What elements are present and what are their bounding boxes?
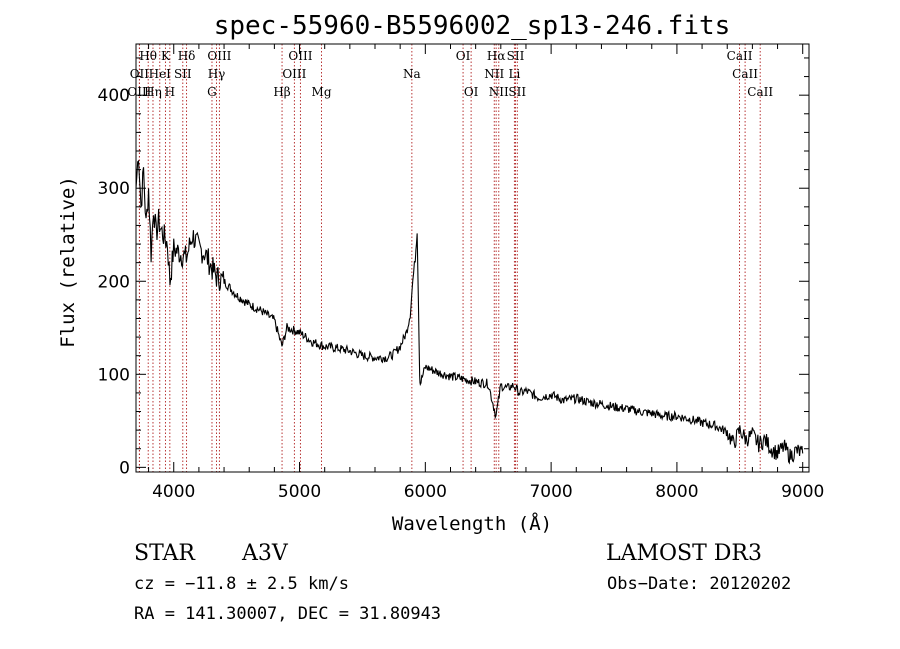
- x-tick-label: 8000: [655, 482, 698, 502]
- object-class: STAR: [134, 541, 196, 566]
- spectral-line-label: CaII: [732, 67, 758, 81]
- y-tick-label: 200: [98, 272, 130, 292]
- spectral-line-label: Hα: [487, 49, 506, 63]
- spectral-line-label: OI: [456, 49, 471, 63]
- spectral-line-label: Hδ: [178, 49, 196, 63]
- y-tick-label: 300: [98, 179, 130, 199]
- spectral-line-label: Li: [508, 67, 520, 81]
- object-subclass: A3V: [241, 541, 289, 566]
- spectral-line-label: OIII: [282, 67, 306, 81]
- x-axis-label: Wavelength (Å): [392, 512, 552, 535]
- spectral-line-markers: [138, 44, 761, 472]
- spectral-line-label: Mg: [312, 85, 332, 99]
- spectral-line-label: OIII: [288, 49, 312, 63]
- spectral-line-label: HeI: [149, 67, 172, 81]
- x-tick-label: 4000: [152, 482, 195, 502]
- plot-frame: [135, 43, 810, 473]
- survey-name: LAMOST DR3: [606, 541, 762, 566]
- spectral-line-label: NII: [484, 67, 504, 81]
- x-axis-ticks: 4000 5000 6000 7000 8000 9000: [148, 44, 824, 502]
- y-tick-label: 400: [98, 86, 130, 106]
- spectral-line-label: K: [161, 49, 171, 63]
- x-tick-label: 6000: [404, 482, 447, 502]
- spectral-line-label: SII: [174, 67, 192, 81]
- spectral-line-label: CaII: [727, 49, 753, 63]
- spectral-line-label: SII: [508, 85, 526, 99]
- obs-date-text: Obs−Date: 20120202: [607, 574, 791, 594]
- coordinates-text: RA = 141.30007, DEC = 31.80943: [134, 604, 441, 624]
- y-tick-label: 100: [98, 365, 130, 385]
- spectral-line-label: H: [165, 85, 175, 99]
- spectral-line-label: CaII: [747, 85, 773, 99]
- spectral-line-label: Hη: [144, 85, 162, 99]
- spectral-line-label: Hγ: [208, 67, 226, 81]
- spectral-line-label: OII: [130, 67, 150, 81]
- redshift-text: cz = −11.8 ± 2.5 km/s: [134, 574, 349, 594]
- x-tick-label: 9000: [781, 482, 824, 502]
- y-axis-ticks: 0 100 200 300 400: [98, 57, 809, 478]
- spectral-line-label: Hθ: [139, 49, 157, 63]
- x-tick-label: 5000: [278, 482, 321, 502]
- chart-title: spec-55960-B5596002_sp13-246.fits: [214, 11, 731, 41]
- spectral-line-label: G: [207, 85, 217, 99]
- spectral-line-label: OIII: [207, 49, 231, 63]
- spectral-line-label: OI: [464, 85, 479, 99]
- spectral-line-label: NII: [489, 85, 509, 99]
- y-tick-label: 0: [119, 458, 130, 478]
- y-axis-label: Flux (relative): [57, 176, 79, 348]
- spectrum-line: [135, 159, 804, 465]
- spectral-line-label: SII: [507, 49, 525, 63]
- spectral-line-label: Na: [403, 67, 421, 81]
- x-tick-label: 7000: [529, 482, 572, 502]
- spectral-line-label: Hβ: [273, 85, 290, 99]
